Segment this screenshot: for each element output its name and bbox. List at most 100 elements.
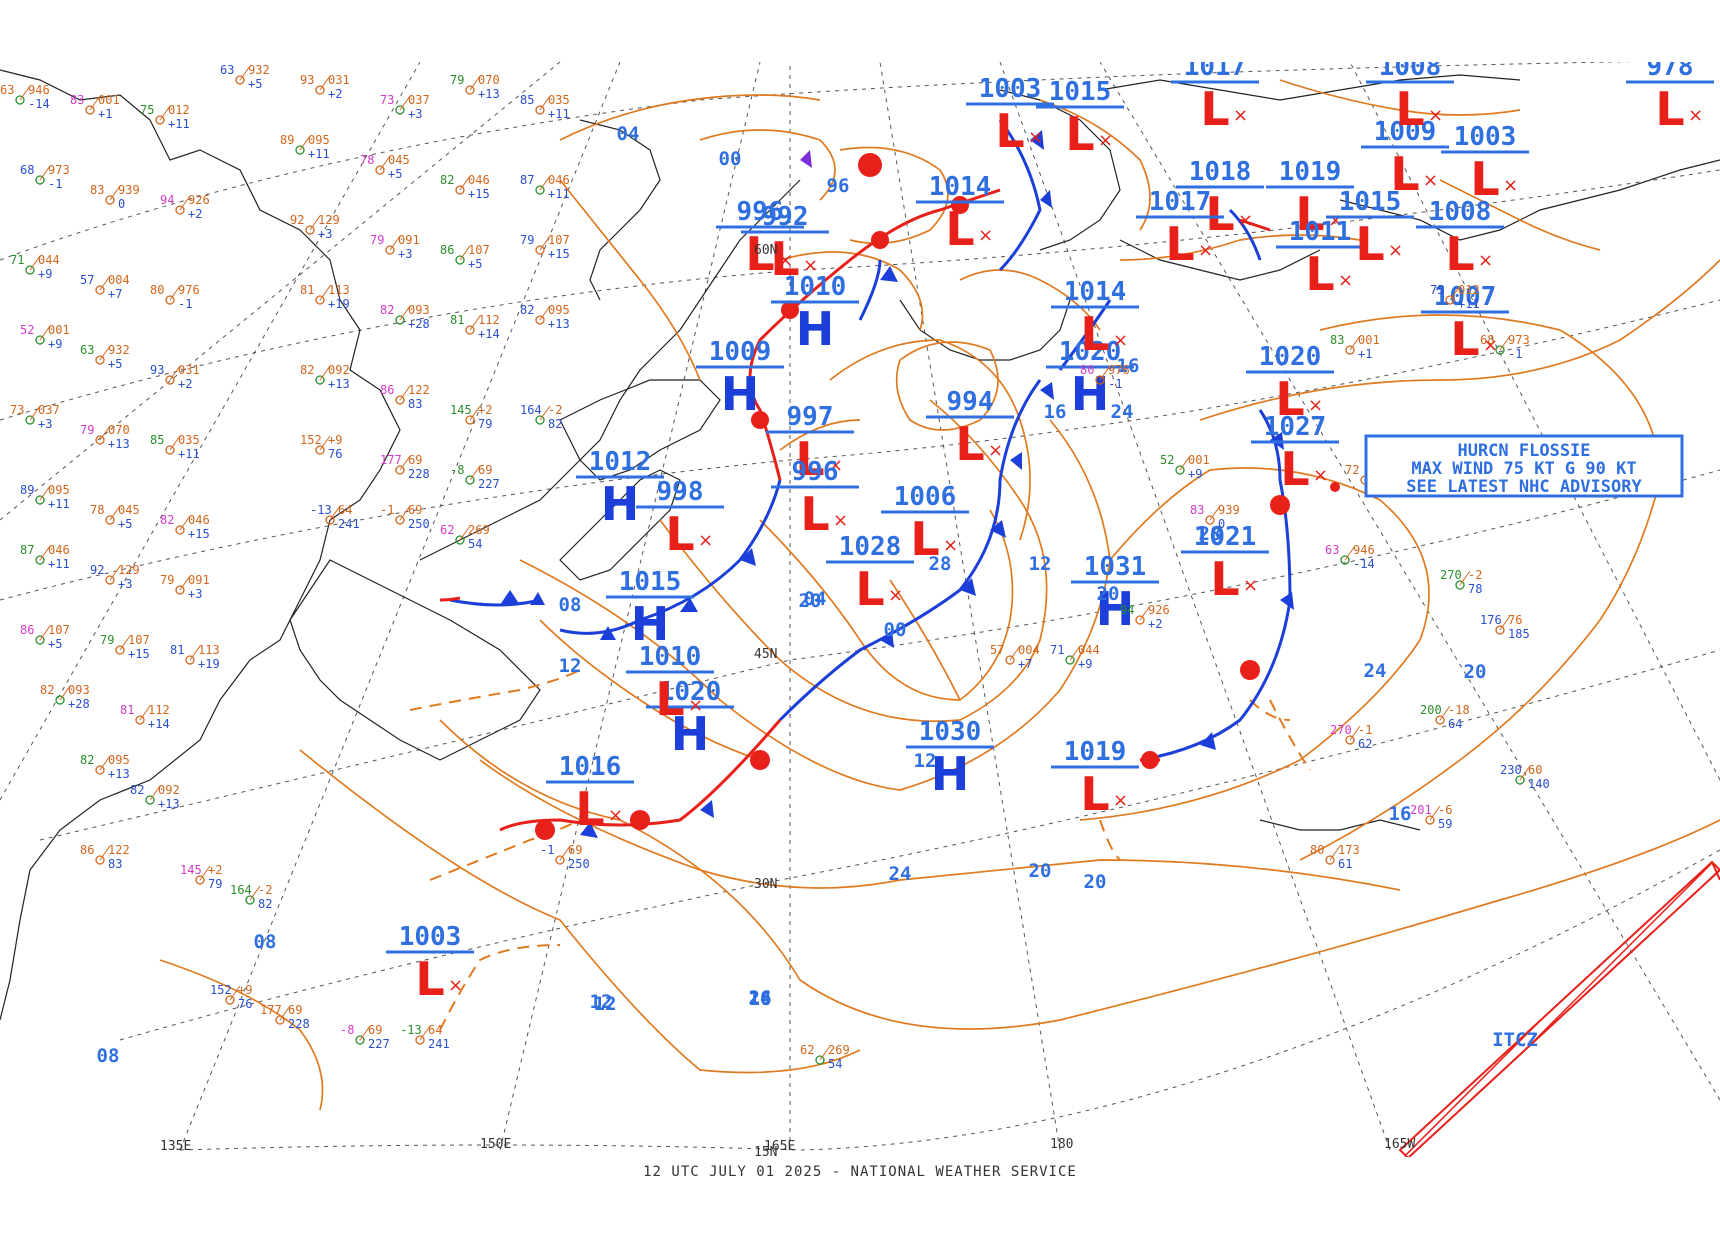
station-plot: 63 932+5 [80, 343, 130, 371]
station-circle-icon [455, 255, 465, 265]
station-plot: 79 091+3 [160, 573, 210, 601]
station-value: 129 [318, 213, 340, 227]
station-circle-icon [95, 765, 105, 775]
isobar-label: 16 [749, 988, 772, 1010]
station-value: 63 [220, 63, 234, 77]
low-symbol: L [1355, 217, 1384, 271]
station-value: +28 [408, 317, 430, 331]
hurricane-marker [1330, 482, 1340, 492]
station-value: 62 [1358, 737, 1372, 751]
station-value: 69 [368, 1023, 382, 1037]
station-value: 75 [140, 103, 154, 117]
station-value: 045 [118, 503, 140, 517]
station-value: 61 [1338, 857, 1352, 871]
low-center-x-icon: × [1243, 575, 1258, 596]
wind-barb-icon [39, 165, 51, 181]
station-value: 89 [20, 483, 34, 497]
wind-barb-icon [1139, 605, 1151, 621]
isobar-label: 08 [559, 594, 582, 616]
station-value: 095 [48, 483, 70, 497]
station-value: 012 [168, 103, 190, 117]
station-value: 89 [280, 133, 294, 147]
station-value: 269 [828, 1043, 850, 1057]
station-value: 71 [10, 253, 24, 267]
station-circle-icon [395, 315, 405, 325]
station-value: 83 [1190, 503, 1204, 517]
station-value: 83 [408, 397, 422, 411]
station-value: +3 [398, 247, 412, 261]
station-value: 81 [170, 643, 184, 657]
wind-barb-icon [299, 135, 311, 151]
station-value: 86 [20, 623, 34, 637]
pressure-value: 1016 [559, 752, 622, 782]
low-symbol: L [955, 417, 984, 471]
low-center-x-icon: × [1313, 465, 1328, 486]
wind-barb-icon [1449, 285, 1461, 301]
station-plot: 152 +976 [210, 983, 252, 1011]
station-value: 82 [80, 753, 94, 767]
low-center-x-icon: × [828, 455, 843, 476]
isobar-label: 04 [617, 123, 640, 145]
station-value: 973 [1508, 333, 1530, 347]
high-symbol: H [1096, 582, 1135, 636]
pressure-value: 1015 [1049, 77, 1112, 107]
station-value: -14 [28, 97, 50, 111]
low-symbol: L [855, 562, 884, 616]
station-plot: 63 946-14 [1325, 543, 1375, 571]
low-center-x-icon: × [888, 585, 903, 606]
station-value: -18 [1448, 703, 1470, 717]
wind-barb-icon [459, 175, 471, 191]
wind-barb-icon [1499, 335, 1511, 351]
station-circle-icon [95, 355, 105, 365]
low-symbol: L [1200, 82, 1229, 136]
wind-barb-icon [459, 245, 471, 261]
station-value: 57 [990, 643, 1004, 657]
station-value: 012 [1458, 283, 1480, 297]
pressure-value: 978 [1647, 52, 1694, 82]
low-symbol: L [1210, 552, 1239, 606]
isobar-label: 04 [804, 588, 827, 610]
lat-label-45n: 45N [754, 647, 777, 662]
station-value: 004 [108, 273, 130, 287]
pressure-value: 1020 [1059, 337, 1122, 367]
station-plot: 82 046+15 [440, 173, 490, 201]
station-value: +2 [328, 87, 342, 101]
isobar-label: 24 [749, 987, 772, 1009]
station-value: 69 [408, 453, 422, 467]
station-value: 83 [70, 93, 84, 107]
station-value: +5 [118, 517, 132, 531]
wind-barb-icon [279, 1005, 291, 1021]
station-circle-icon [175, 585, 185, 595]
station-circle-icon [1065, 655, 1075, 665]
station-value: +3 [38, 417, 52, 431]
station-plot: 73 037+3 [380, 93, 430, 121]
station-value: 54 [828, 1057, 842, 1071]
wind-barb-icon [319, 365, 331, 381]
low-symbol: L [1470, 152, 1499, 206]
low-symbol: L [1080, 307, 1109, 361]
pressure-value: 1030 [919, 717, 982, 747]
wind-barb-icon [469, 405, 481, 421]
low-center-x-icon: × [1388, 240, 1403, 261]
station-circle-icon [1515, 775, 1525, 785]
station-plot: 94 926+2 [1120, 603, 1170, 631]
station-plot: 81 112+14 [450, 313, 500, 341]
station-value: -2 [1468, 568, 1482, 582]
wind-barb-icon [249, 885, 261, 901]
station-plot: 81 112+14 [120, 703, 170, 731]
station-value: 976 [1108, 363, 1130, 377]
low-center-x-icon: × [1113, 790, 1128, 811]
wind-barb-icon [1069, 645, 1081, 661]
pressure-value: 1019 [1279, 157, 1342, 187]
station-value: +11 [48, 557, 70, 571]
station-value: +11 [548, 107, 570, 121]
low-symbol: L [995, 104, 1024, 158]
isobar-label: 16 [1117, 355, 1140, 377]
